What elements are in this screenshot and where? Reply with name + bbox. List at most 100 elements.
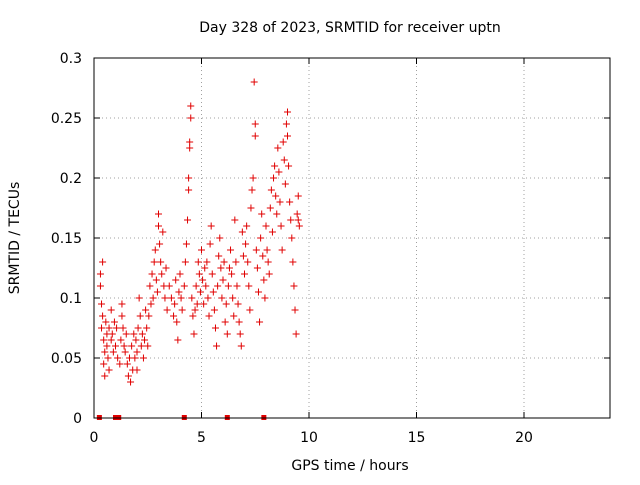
data-point	[186, 138, 194, 146]
data-point	[222, 300, 230, 308]
data-point	[145, 312, 153, 320]
data-point	[210, 306, 218, 314]
data-point	[227, 246, 235, 254]
data-point	[134, 324, 142, 332]
data-point	[101, 372, 109, 380]
data-point	[123, 360, 131, 368]
y-axis-label: SRMTID / TECUs	[7, 182, 23, 295]
data-point	[239, 252, 247, 260]
data-point	[113, 324, 121, 332]
x-axis-label: GPS time / hours	[291, 458, 408, 474]
data-point	[293, 210, 301, 218]
data-point	[159, 228, 167, 236]
data-point	[249, 174, 257, 182]
data-point	[96, 282, 104, 290]
data-point	[284, 108, 291, 116]
data-point	[260, 276, 268, 284]
data-point	[211, 324, 219, 332]
data-point	[175, 288, 183, 296]
data-point	[264, 258, 272, 266]
data-point	[146, 282, 154, 290]
data-point	[266, 204, 274, 212]
data-point	[141, 336, 149, 344]
data-point	[233, 282, 241, 290]
data-point	[158, 270, 166, 278]
data-point	[100, 336, 108, 344]
data-point	[198, 246, 205, 254]
data-point	[180, 282, 188, 290]
data-point	[144, 342, 152, 350]
data-point	[215, 252, 223, 260]
data-point	[294, 192, 302, 200]
data-point	[285, 162, 293, 170]
data-point	[99, 312, 107, 320]
data-point	[267, 186, 275, 194]
data-point	[291, 306, 299, 314]
y-tick-label: 0.2	[60, 171, 82, 187]
data-point	[102, 318, 110, 326]
data-point	[221, 318, 229, 326]
data-point	[287, 216, 295, 224]
data-point	[243, 222, 251, 230]
data-point	[101, 348, 109, 356]
data-point	[173, 318, 181, 326]
data-point	[171, 300, 179, 308]
data-point	[258, 210, 266, 218]
data-point	[131, 354, 139, 362]
data-point	[275, 168, 283, 176]
data-point	[178, 306, 186, 314]
data-point	[203, 258, 211, 266]
data-point	[165, 282, 173, 290]
data-point	[138, 330, 146, 338]
data-point	[294, 216, 302, 224]
y-tick-label: 0.15	[51, 231, 82, 247]
data-point	[104, 354, 112, 362]
data-point	[202, 282, 210, 290]
data-point	[277, 222, 285, 230]
data-point	[109, 348, 117, 356]
data-point	[152, 276, 160, 284]
data-point	[224, 282, 232, 290]
data-point	[254, 288, 262, 296]
data-point	[121, 348, 129, 356]
plot-frame	[93, 57, 611, 419]
data-point	[289, 258, 297, 266]
data-point	[276, 198, 284, 206]
data-point	[279, 138, 287, 146]
data-point	[206, 240, 214, 248]
data-point	[127, 378, 135, 386]
data-point	[273, 210, 281, 218]
data-point	[290, 282, 298, 290]
data-point	[280, 156, 288, 164]
data-point	[207, 222, 215, 230]
data-points	[96, 78, 303, 420]
data-point	[217, 264, 225, 272]
data-point	[295, 222, 303, 230]
data-point	[272, 192, 280, 200]
data-point	[172, 276, 180, 284]
data-point	[213, 342, 221, 350]
data-point	[155, 222, 162, 230]
data-point	[170, 312, 178, 320]
data-point	[228, 270, 236, 278]
data-point	[155, 210, 162, 218]
data-point	[253, 264, 261, 272]
data-point	[122, 330, 130, 338]
data-point	[247, 204, 255, 212]
data-point	[187, 102, 195, 110]
y-ticks: 0 0.05 0.1 0.15 0.2 0.25 0.3	[51, 51, 610, 427]
data-point	[261, 294, 269, 302]
data-point	[98, 324, 106, 332]
data-point	[133, 348, 141, 356]
data-point	[218, 294, 226, 302]
data-point	[237, 342, 245, 350]
data-point	[208, 270, 216, 278]
data-point	[282, 120, 290, 128]
data-point	[292, 330, 300, 338]
data-point	[232, 258, 240, 266]
y-tick-label: 0.3	[60, 51, 82, 67]
data-point	[110, 318, 118, 326]
data-point	[182, 240, 190, 248]
data-point	[245, 282, 253, 290]
